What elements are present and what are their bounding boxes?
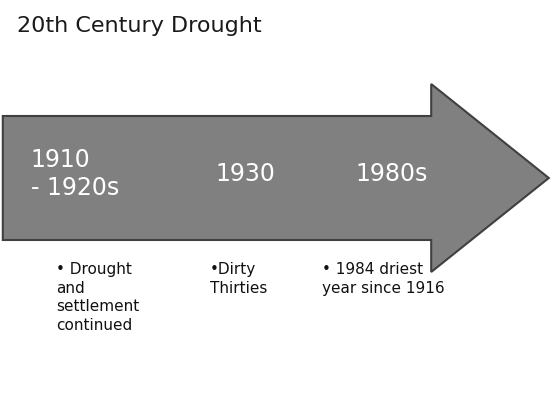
Text: • 1984 driest
year since 1916: • 1984 driest year since 1916 xyxy=(322,262,445,296)
Text: 1980s: 1980s xyxy=(356,162,428,186)
Polygon shape xyxy=(3,84,549,272)
Text: • Drought
and
settlement
continued: • Drought and settlement continued xyxy=(56,262,139,333)
Text: 1930: 1930 xyxy=(216,162,276,186)
Text: •Dirty
Thirties: •Dirty Thirties xyxy=(210,262,267,296)
Text: 1910
- 1920s: 1910 - 1920s xyxy=(31,148,119,200)
Text: 20th Century Drought: 20th Century Drought xyxy=(17,16,262,36)
